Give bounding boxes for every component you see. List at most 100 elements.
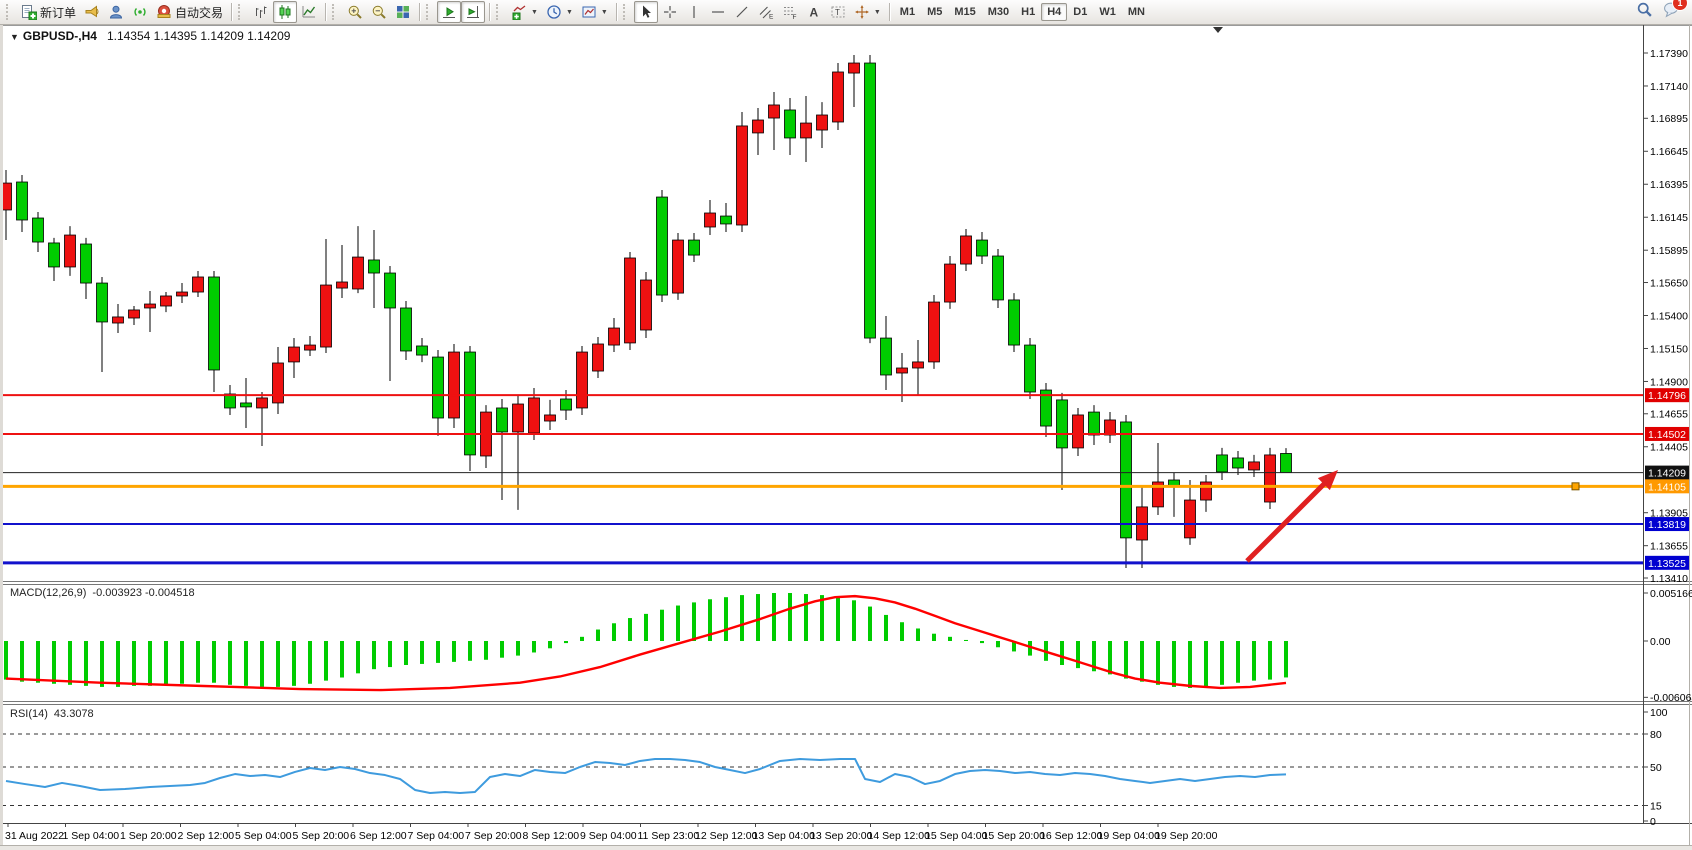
macd-bar: [772, 593, 776, 641]
toolbar-separator: [615, 3, 617, 21]
candle: [368, 259, 380, 274]
macd-bar: [804, 594, 808, 641]
svg-text:1.13819: 1.13819: [1648, 519, 1686, 531]
candle: [896, 367, 908, 374]
candle: [144, 303, 156, 309]
candle: [208, 276, 220, 371]
macd-axis-label: -0.006064: [1650, 692, 1692, 704]
toolbar-separator: [489, 3, 491, 21]
svg-text:1.14796: 1.14796: [1648, 390, 1686, 402]
macd-bar: [660, 609, 664, 641]
dropdown-caret-icon[interactable]: ▼: [600, 8, 608, 16]
dropdown-caret-icon[interactable]: ▼: [873, 8, 881, 16]
price-tick-label: 1.13905: [1650, 508, 1688, 520]
macd-bar: [788, 593, 792, 641]
timeframe-m30-button[interactable]: M30: [987, 6, 1010, 18]
toolbar-contacts-button[interactable]: [104, 1, 128, 23]
status-bar: [0, 845, 1692, 850]
toolbar-line-chart-button[interactable]: [297, 1, 321, 23]
price-tick-label: 1.13655: [1650, 540, 1688, 552]
chart-shift-marker[interactable]: [1213, 27, 1223, 33]
toolbar-right: 1: [1636, 0, 1688, 23]
toolbar-tile-windows-button[interactable]: [391, 1, 415, 23]
toolbar-cursor-button[interactable]: [633, 1, 658, 23]
toolbar-text-button[interactable]: A: [802, 1, 826, 23]
dropdown-caret-icon[interactable]: ▼: [565, 8, 573, 16]
toolbar-vertical-line-button[interactable]: [682, 1, 706, 23]
macd-bar: [20, 641, 24, 682]
toolbar-megaphone-button[interactable]: [80, 1, 104, 23]
toolbar-candlestick-button[interactable]: [273, 1, 298, 23]
toolbar-templates-button[interactable]: ▼: [577, 1, 612, 23]
macd-axis-label: 0.005166: [1650, 588, 1692, 600]
toolbar-chart-shift-button[interactable]: [461, 1, 486, 23]
candle: [32, 217, 44, 243]
toolbar-signal-button[interactable]: [128, 1, 152, 23]
toolbar-auto-scroll-button[interactable]: [437, 1, 462, 23]
bar-chart-icon: [256, 6, 267, 18]
macd-bar: [420, 641, 424, 664]
timeframe-m5-button[interactable]: M5: [927, 6, 943, 18]
timeframe-h1-button[interactable]: H1: [1021, 6, 1036, 18]
macd-bar: [276, 641, 280, 687]
candle: [352, 256, 364, 290]
candle: [1040, 389, 1052, 427]
candle: [768, 104, 780, 119]
toolbar-fibonacci-button[interactable]: F: [778, 1, 802, 23]
toolbar-horizontal-line-button[interactable]: [706, 1, 730, 23]
timeframe-mn-button[interactable]: MN: [1127, 6, 1145, 18]
price-tick-label: 1.16895: [1650, 113, 1688, 125]
toolbar-trendline-button[interactable]: [730, 1, 754, 23]
toolbar-arrows-button[interactable]: ▼: [850, 1, 885, 23]
toolbar-periods-menu-button[interactable]: ▼: [542, 1, 577, 23]
toolbar-search-button[interactable]: [1636, 1, 1653, 23]
time-label: 8 Sep 12:00: [523, 830, 580, 842]
symbol-text: GBPUSD-,H4: [22, 29, 97, 43]
toolbar-zoom-in-button[interactable]: [343, 1, 367, 23]
text-label-icon: T: [831, 6, 845, 18]
candle: [1280, 453, 1292, 474]
timeframe-m15-button[interactable]: M15: [954, 6, 976, 18]
price-tick-label: 1.14405: [1650, 442, 1688, 454]
toolbar-chat-button[interactable]: 1: [1663, 0, 1688, 23]
timeframe-m1-button[interactable]: M1: [899, 6, 916, 18]
toolbar-crosshair-button[interactable]: [658, 1, 682, 23]
dropdown-caret-icon[interactable]: ▼: [531, 8, 538, 16]
time-label: 1 Sep 20:00: [120, 830, 177, 842]
toolbar-bar-chart-button[interactable]: [249, 1, 273, 23]
time-label: 14 Sep 12:00: [868, 830, 931, 842]
candle: [1120, 421, 1132, 539]
macd-pane: [4, 593, 1288, 692]
macd-bar: [612, 623, 616, 641]
time-label: 2 Sep 12:00: [178, 830, 235, 842]
macd-bar: [1060, 641, 1064, 665]
candle: [384, 272, 396, 309]
toolbar-zoom-out-button[interactable]: [367, 1, 391, 23]
macd-bar: [644, 613, 648, 641]
candle: [272, 362, 284, 404]
time-label: 9 Sep 04:00: [580, 830, 637, 842]
hline-handle[interactable]: [1571, 482, 1580, 491]
toolbar-equidistant-channel-button[interactable]: E: [754, 1, 778, 23]
timeframe-h4-button[interactable]: H4: [1041, 3, 1068, 21]
macd-bar: [1284, 641, 1288, 678]
macd-bar: [196, 641, 200, 683]
zoom-in-icon: [348, 5, 362, 19]
macd-bar: [372, 641, 376, 670]
macd-bar: [308, 641, 312, 684]
timeframe-w1-button[interactable]: W1: [1099, 6, 1116, 18]
horizontal-line-icon: [711, 11, 724, 13]
toolbar-new-order-button[interactable]: 新订单: [17, 1, 80, 23]
candle: [576, 351, 588, 409]
zoom-out-icon: [372, 5, 386, 19]
toolbar-text-label-button[interactable]: T: [826, 1, 850, 23]
macd-bar: [260, 641, 264, 687]
symbol-dropdown-caret[interactable]: ▼: [10, 32, 19, 42]
trend-arrow[interactable]: [1245, 479, 1329, 563]
timeframe-d1-button[interactable]: D1: [1073, 6, 1088, 18]
toolbar-autotrade-button[interactable]: 自动交易: [152, 1, 227, 23]
toolbar-indicators-button[interactable]: ▼: [507, 1, 542, 23]
window-left-border: [0, 24, 3, 850]
price-tick-label: 1.15150: [1650, 343, 1688, 355]
price-tick-label: 1.14655: [1650, 409, 1688, 421]
